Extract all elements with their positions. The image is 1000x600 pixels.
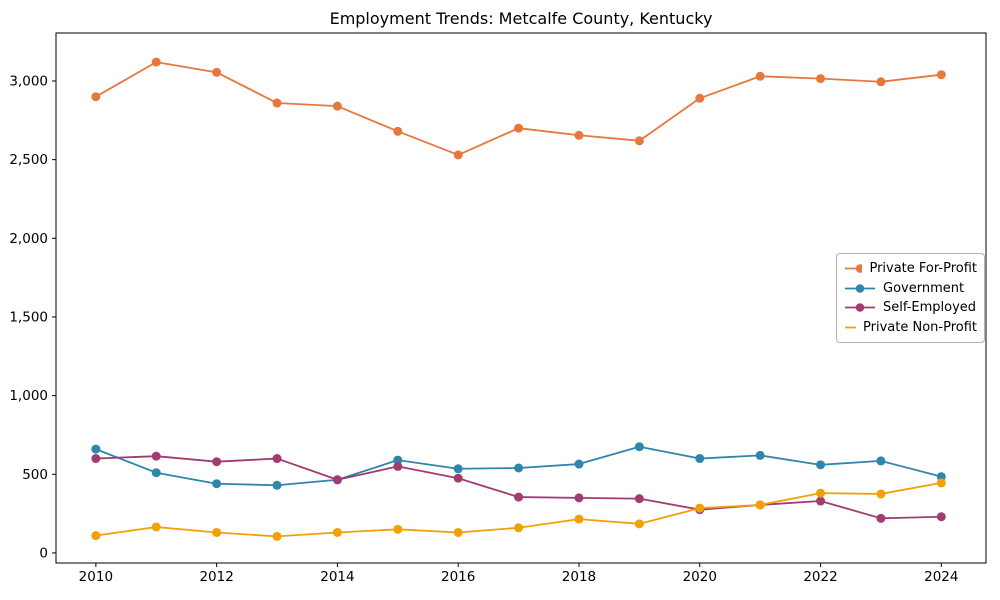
data-point-private-non-profit-2014 — [332, 527, 342, 537]
data-point-private-non-profit-2020 — [695, 503, 705, 513]
data-point-private-non-profit-2017 — [514, 523, 524, 533]
x-axis-tick-label: 2014 — [320, 569, 354, 585]
x-axis-tick-label: 2020 — [683, 569, 717, 585]
data-point-private-non-profit-2021 — [755, 500, 765, 510]
y-axis-tick-label: 2,000 — [9, 231, 48, 247]
series-line-private-for-profit — [95, 61, 942, 156]
legend-line-marker-icon — [845, 325, 857, 329]
data-point-self-employed-2023 — [876, 513, 886, 523]
data-point-government-2022 — [816, 460, 826, 470]
data-point-self-employed-2017 — [514, 492, 524, 502]
legend-label: Private Non-Profit — [863, 319, 977, 335]
data-point-government-2016 — [453, 464, 463, 474]
data-point-government-2010 — [91, 444, 101, 454]
plot-frame — [55, 32, 987, 564]
data-point-self-employed-2019 — [634, 494, 644, 504]
data-point-government-2021 — [755, 450, 765, 460]
data-point-self-employed-2015 — [393, 461, 403, 471]
data-point-government-2024 — [936, 472, 946, 482]
y-axis-tick-label: 0 — [39, 545, 48, 561]
data-point-private-for-profit-2016 — [453, 150, 463, 160]
data-point-government-2015 — [393, 455, 403, 465]
data-point-private-for-profit-2023 — [876, 77, 886, 87]
data-point-government-2018 — [574, 459, 584, 469]
x-axis-tick-label: 2012 — [199, 569, 233, 585]
data-point-government-2011 — [151, 468, 161, 478]
data-point-private-non-profit-2022 — [816, 488, 826, 498]
data-point-self-employed-2010 — [91, 454, 101, 464]
data-point-private-non-profit-2018 — [574, 514, 584, 524]
data-point-government-2020 — [695, 454, 705, 464]
y-axis-tick-label: 2,500 — [9, 152, 48, 168]
legend-label: Private For-Profit — [869, 261, 977, 277]
data-point-private-for-profit-2021 — [755, 71, 765, 81]
data-point-private-non-profit-2011 — [151, 522, 161, 532]
x-axis-tick-label: 2018 — [562, 569, 596, 585]
data-point-self-employed-2024 — [936, 512, 946, 522]
data-point-government-2017 — [514, 463, 524, 473]
legend-label: Government — [883, 280, 965, 296]
x-axis-tick-label: 2010 — [79, 569, 113, 585]
legend-line-marker-icon — [845, 303, 875, 313]
data-point-private-non-profit-2023 — [876, 489, 886, 499]
legend-item-government: Government — [844, 282, 977, 295]
data-point-private-for-profit-2014 — [332, 101, 342, 111]
data-point-government-2013 — [272, 480, 282, 490]
data-point-private-non-profit-2016 — [453, 527, 463, 537]
data-point-self-employed-2022 — [816, 496, 826, 506]
legend-item-self-employed: Self-Employed — [844, 301, 977, 314]
data-point-private-for-profit-2022 — [816, 74, 826, 84]
data-point-private-for-profit-2019 — [634, 136, 644, 146]
x-axis-tick-label: 2024 — [924, 569, 958, 585]
data-point-private-for-profit-2012 — [212, 67, 222, 77]
data-point-private-for-profit-2024 — [936, 70, 946, 80]
legend-label: Self-Employed — [883, 300, 977, 316]
data-point-private-for-profit-2015 — [393, 126, 403, 136]
data-point-private-for-profit-2013 — [272, 98, 282, 108]
data-point-private-for-profit-2010 — [91, 92, 101, 102]
legend-line-marker-icon — [845, 283, 875, 293]
legend-line-marker-icon — [845, 264, 863, 274]
data-point-private-non-profit-2012 — [212, 527, 222, 537]
data-point-government-2019 — [634, 442, 644, 452]
data-point-private-non-profit-2013 — [272, 531, 282, 541]
legend-sample-dot — [855, 283, 865, 293]
legend-item-private-non-profit: Private Non-Profit — [844, 321, 977, 334]
x-axis-tick-label: 2016 — [441, 569, 475, 585]
data-point-self-employed-2013 — [272, 454, 282, 464]
data-point-private-for-profit-2018 — [574, 130, 584, 140]
legend: Private For-Profit Government Self-Employe… — [836, 253, 985, 343]
legend-sample-dot — [855, 303, 865, 313]
data-point-private-non-profit-2019 — [634, 519, 644, 529]
chart-title: Employment Trends: Metcalfe County, Kent… — [329, 9, 713, 28]
data-point-government-2012 — [212, 479, 222, 489]
data-point-private-non-profit-2015 — [393, 524, 403, 534]
data-point-private-for-profit-2017 — [514, 123, 524, 133]
data-point-self-employed-2012 — [212, 457, 222, 467]
y-axis-tick-label: 3,000 — [9, 73, 48, 89]
data-point-private-non-profit-2010 — [91, 531, 101, 541]
data-point-government-2023 — [876, 456, 886, 466]
data-point-private-for-profit-2011 — [151, 57, 161, 67]
data-point-self-employed-2018 — [574, 493, 584, 503]
y-axis-tick-label: 500 — [22, 467, 48, 483]
x-axis-tick-label: 2022 — [803, 569, 837, 585]
legend-item-private-for-profit: Private For-Profit — [844, 262, 977, 275]
data-point-self-employed-2011 — [151, 451, 161, 461]
data-point-private-non-profit-2024 — [936, 478, 946, 488]
y-axis-tick-label: 1,000 — [9, 388, 48, 404]
data-point-self-employed-2014 — [332, 475, 342, 485]
data-point-private-for-profit-2020 — [695, 93, 705, 103]
y-axis-tick-label: 1,500 — [9, 309, 48, 325]
legend-sample-dot — [855, 264, 863, 274]
data-point-self-employed-2016 — [453, 473, 463, 483]
